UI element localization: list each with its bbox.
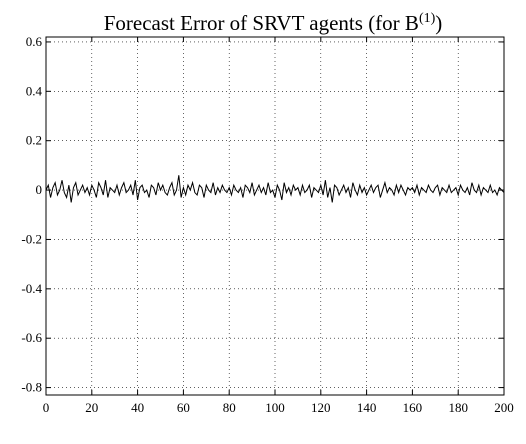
x-tick-label: 140	[357, 400, 377, 415]
chart-title: Forecast Error of SRVT agents (for B(1))	[104, 11, 443, 35]
x-tick-label: 40	[131, 400, 144, 415]
y-tick-label: 0.2	[26, 133, 42, 148]
y-tick-label: 0	[36, 182, 43, 197]
y-tick-label: -0.8	[21, 380, 42, 395]
x-tick-label: 80	[223, 400, 236, 415]
x-tick-label: 0	[43, 400, 50, 415]
y-tick-label: 0.4	[26, 83, 43, 98]
chart-title-suffix: )	[435, 11, 442, 35]
axis-tick-labels: 0 20 40 60 80 100 120 140 160 180 2000.60.40.20-0.…	[21, 34, 513, 415]
x-tick-label: 200	[494, 400, 514, 415]
x-tick-label: 60	[177, 400, 190, 415]
plot-area-frame	[45, 36, 505, 396]
x-tick-label: 20	[85, 400, 98, 415]
x-tick-label: 180	[448, 400, 468, 415]
y-tick-label: -0.2	[21, 231, 42, 246]
x-tick-label: 120	[311, 400, 331, 415]
axis-ticks	[45, 37, 505, 395]
y-tick-label: 0.6	[26, 34, 43, 49]
grid-lines	[45, 37, 505, 395]
y-tick-label: -0.4	[21, 281, 42, 296]
x-tick-label: 100	[265, 400, 285, 415]
series-line-forecast-error	[45, 175, 505, 203]
x-tick-label: 160	[403, 400, 423, 415]
chart-title-main: Forecast Error of SRVT agents (for B	[104, 11, 419, 35]
y-tick-label: -0.6	[21, 330, 42, 345]
chart-title-superscript: (1)	[419, 11, 436, 26]
